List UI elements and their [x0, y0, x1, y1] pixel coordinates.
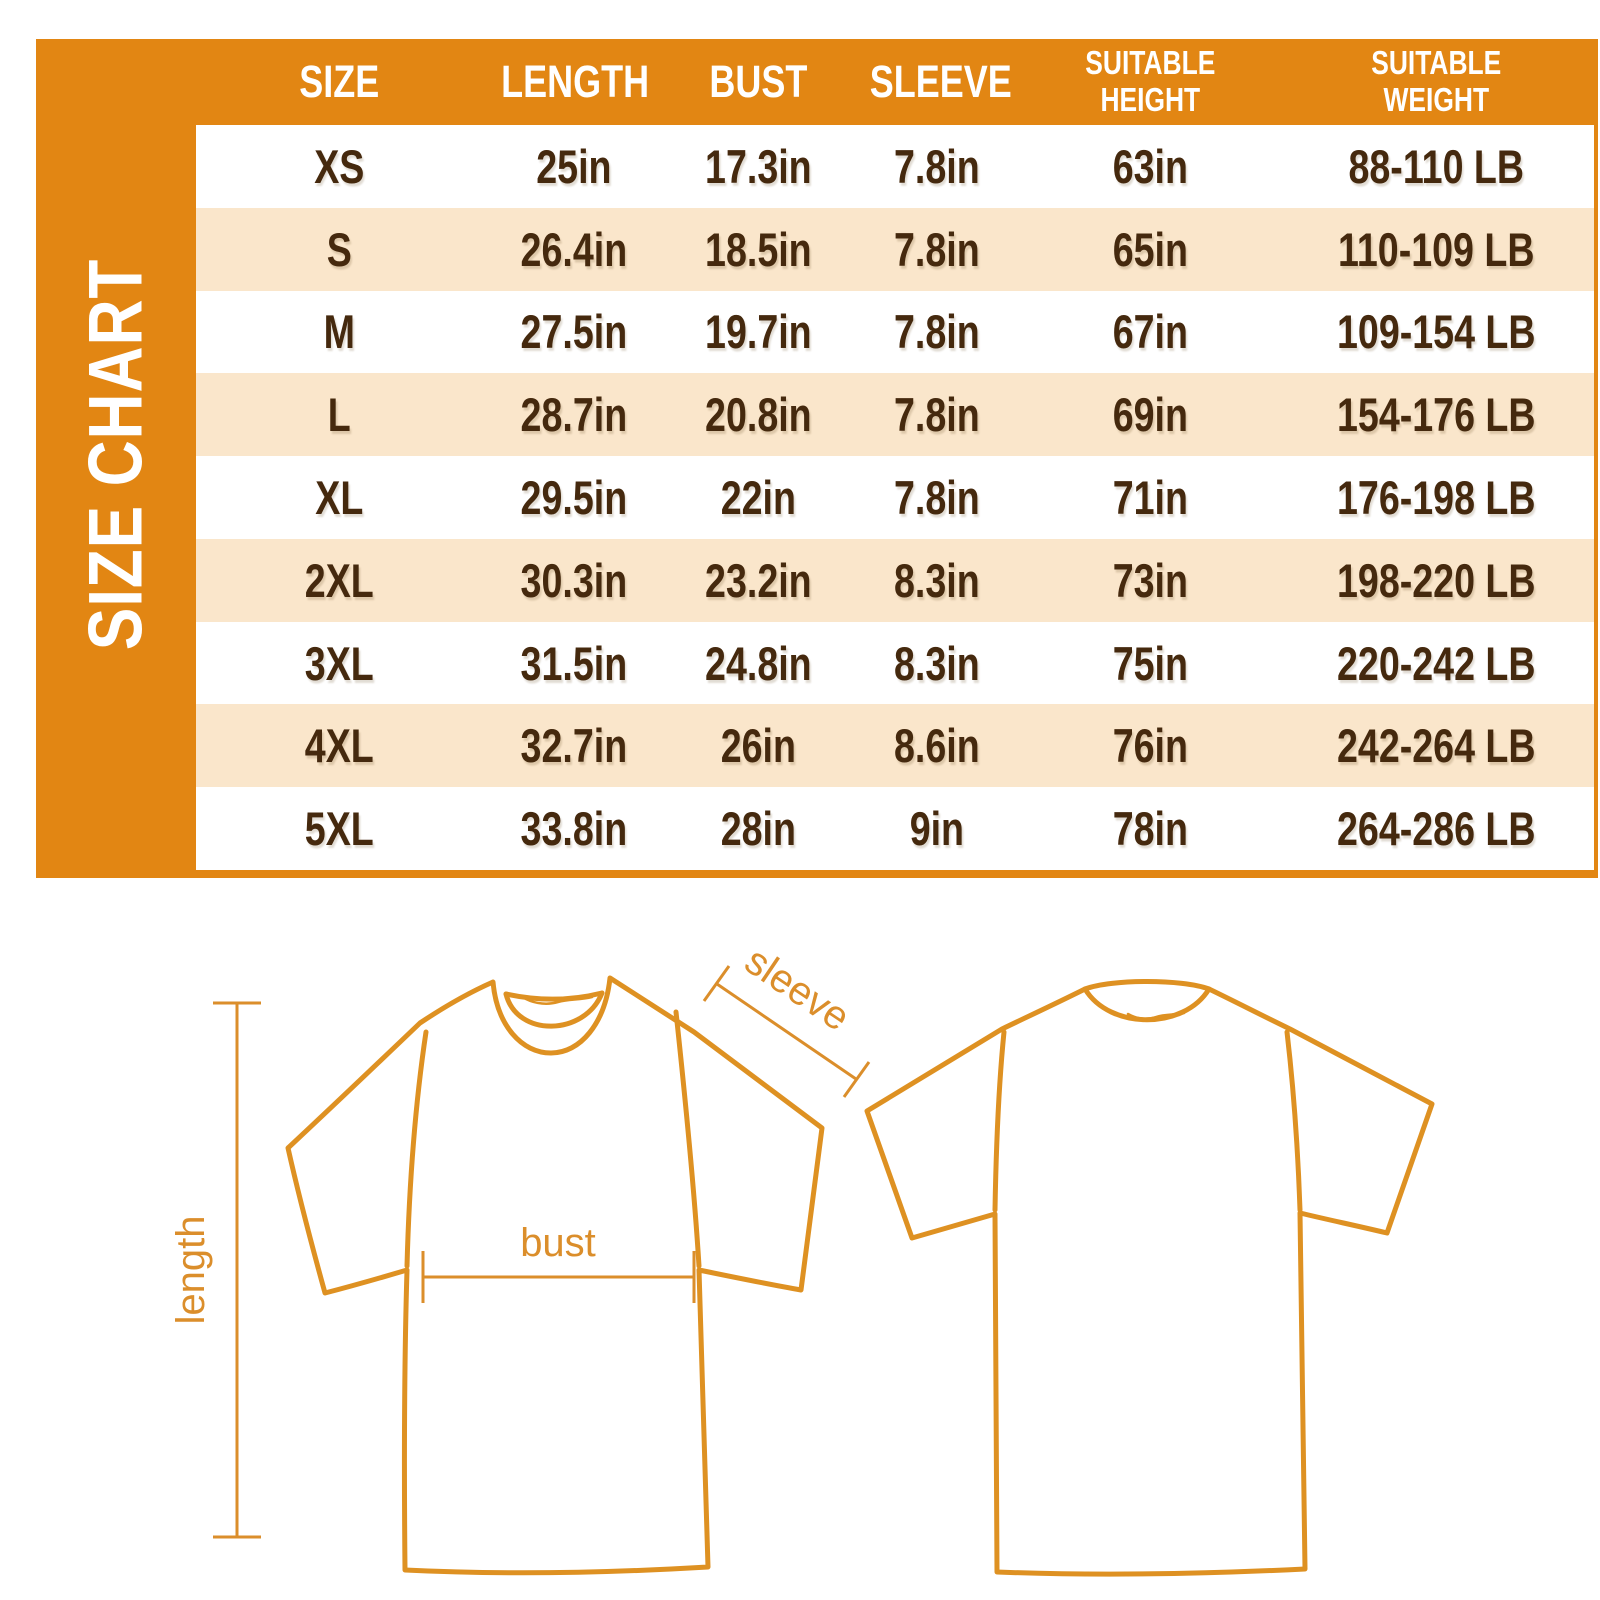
cell-bust: 19.7in — [705, 305, 812, 359]
cell-length: 30.3in — [520, 553, 627, 607]
front-shirt-outline — [285, 975, 825, 1576]
cell-sleeve: 7.8in — [894, 139, 980, 193]
cell-bust: 22in — [721, 471, 797, 525]
table-row-5xl: 5XL 33.8in 28in 9in 78in 264-286 LB — [196, 787, 1594, 871]
front-right-seam — [673, 1009, 702, 1269]
cell-size: XS — [314, 139, 365, 193]
sleeve-tick-end — [842, 1061, 871, 1098]
cell-weight: 109-154 LB — [1337, 305, 1536, 359]
cell-weight: 110-109 LB — [1338, 222, 1535, 276]
cell-length: 33.8in — [520, 802, 627, 856]
back-right-seam — [1284, 1029, 1303, 1213]
cell-sleeve: 7.8in — [894, 222, 980, 276]
header-suitable-weight: SUITABLE WEIGHT — [1371, 44, 1502, 118]
cell-size: 5XL — [304, 802, 374, 856]
cell-size: M — [323, 305, 355, 359]
front-left-seam — [404, 1029, 429, 1269]
cell-weight: 264-286 LB — [1337, 802, 1536, 856]
cell-size: 3XL — [304, 636, 374, 690]
front-collar-stitch — [524, 995, 594, 1005]
cell-height: 65in — [1112, 222, 1188, 276]
cell-weight: 220-242 LB — [1337, 636, 1536, 690]
cell-height: 67in — [1112, 305, 1188, 359]
sleeve-label: sleeve — [737, 939, 857, 1040]
sleeve-measure-line — [716, 982, 857, 1081]
front-collar-back-line — [503, 990, 605, 1002]
cell-size: XL — [315, 471, 364, 525]
length-label: length — [169, 1216, 213, 1325]
front-collar-inner-line — [503, 990, 605, 1029]
cell-size: S — [326, 222, 352, 276]
cell-sleeve: 8.3in — [894, 636, 980, 690]
back-collar-stitch — [1126, 1011, 1186, 1020]
header-bust: BUST — [709, 56, 808, 107]
table-row-m: M 27.5in 19.7in 7.8in 67in 109-154 LB — [196, 290, 1594, 374]
cell-weight: 176-198 LB — [1337, 471, 1536, 525]
sleeve-tick-start — [702, 965, 731, 1002]
table-row-4xl: 4XL 32.7in 26in 8.6in 76in 242-264 LB — [196, 704, 1594, 788]
table-header-row: SIZE LENGTH BUST SLEEVE SUITABLE HEIGHT … — [196, 39, 1594, 125]
cell-weight: 198-220 LB — [1337, 553, 1536, 607]
header-size: SIZE — [299, 56, 380, 107]
cell-bust: 17.3in — [705, 139, 812, 193]
size-chart-title-band: SIZE CHART — [36, 39, 196, 870]
cell-size: 2XL — [304, 553, 374, 607]
cell-bust: 28in — [721, 802, 797, 856]
cell-bust: 23.2in — [705, 553, 812, 607]
table-row-xs: XS 25in 17.3in 7.8in 63in 88-110 LB — [196, 125, 1594, 208]
bust-label: bust — [520, 1221, 596, 1265]
cell-sleeve: 8.6in — [894, 719, 980, 773]
table-row-2xl: 2XL 30.3in 23.2in 8.3in 73in 198-220 LB — [196, 538, 1594, 622]
cell-height: 78in — [1112, 802, 1188, 856]
back-left-seam — [992, 1029, 1007, 1213]
cell-length: 27.5in — [520, 305, 627, 359]
cell-weight: 88-110 LB — [1348, 139, 1525, 193]
cell-size: L — [327, 388, 351, 442]
size-chart-table: SIZE CHART SIZE LENGTH BUST SLEEVE SUITA… — [36, 39, 1598, 878]
table-rows: SIZE LENGTH BUST SLEEVE SUITABLE HEIGHT … — [196, 39, 1594, 871]
cell-sleeve: 7.8in — [894, 471, 980, 525]
cell-weight: 242-264 LB — [1337, 719, 1536, 773]
table-row-3xl: 3XL 31.5in 24.8in 8.3in 75in 220-242 LB — [196, 621, 1594, 705]
cell-height: 75in — [1112, 636, 1188, 690]
cell-length: 28.7in — [520, 388, 627, 442]
cell-sleeve: 9in — [909, 802, 965, 856]
cell-height: 69in — [1112, 388, 1188, 442]
back-shirt-outline — [864, 986, 1435, 1577]
cell-bust: 18.5in — [705, 222, 812, 276]
table-row-l: L 28.7in 20.8in 7.8in 69in 154-176 LB — [196, 373, 1594, 457]
tshirt-measurement-diagram: length sleeve bust — [169, 939, 1435, 1577]
cell-height: 71in — [1112, 471, 1188, 525]
cell-sleeve: 7.8in — [894, 305, 980, 359]
header-suitable-height: SUITABLE HEIGHT — [1085, 44, 1216, 118]
cell-length: 29.5in — [520, 471, 627, 525]
back-collar-top-line — [1082, 979, 1212, 992]
cell-sleeve: 7.8in — [894, 388, 980, 442]
table-row-s: S 26.4in 18.5in 7.8in 65in 110-109 LB — [196, 207, 1594, 291]
header-sleeve: SLEEVE — [869, 56, 1012, 107]
cell-bust: 24.8in — [705, 636, 812, 690]
cell-length: 32.7in — [520, 719, 627, 773]
cell-length: 25in — [535, 139, 612, 193]
size-chart-title: SIZE CHART — [73, 258, 159, 651]
cell-height: 73in — [1112, 553, 1188, 607]
cell-sleeve: 8.3in — [894, 553, 980, 607]
cell-bust: 26in — [721, 719, 797, 773]
cell-height: 76in — [1112, 719, 1188, 773]
cell-height: 63in — [1112, 139, 1188, 193]
cell-size: 4XL — [304, 719, 374, 773]
cell-weight: 154-176 LB — [1337, 388, 1536, 442]
table-row-xl: XL 29.5in 22in 7.8in 71in 176-198 LB — [196, 456, 1594, 539]
cell-bust: 20.8in — [705, 388, 812, 442]
cell-length: 26.4in — [520, 222, 627, 276]
header-length: LENGTH — [500, 56, 649, 107]
cell-length: 31.5in — [520, 636, 627, 690]
